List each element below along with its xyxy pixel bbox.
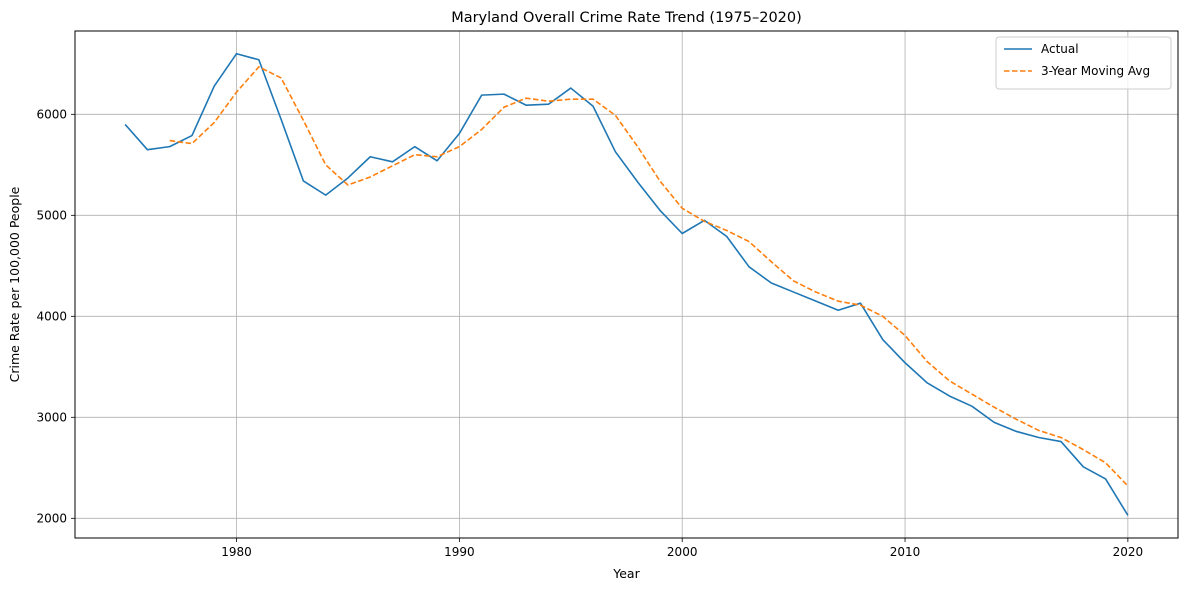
legend: Actual 3-Year Moving Avg	[995, 36, 1172, 90]
x-tick-label: 1980	[221, 545, 252, 559]
x-tick-label: 1990	[444, 545, 475, 559]
x-tick-label: 2020	[1113, 545, 1144, 559]
grid	[75, 31, 1178, 538]
y-axis-label: Crime Rate per 100,000 People	[7, 186, 22, 382]
series-line-moving-avg	[169, 66, 1129, 487]
series-lines	[124, 52, 1129, 516]
series-line-actual	[124, 52, 1129, 516]
x-axis-label: Year	[612, 566, 640, 581]
y-tick-label: 3000	[36, 410, 67, 424]
axis-ticks: 1980 1990 2000 2010 2020 2000 3000 4000 5000 6000	[36, 107, 1143, 559]
plot-frame	[74, 30, 1179, 539]
legend-label-moving-avg: 3-Year Moving Avg	[1041, 64, 1150, 78]
chart-title: Maryland Overall Crime Rate Trend (1975–…	[451, 10, 802, 26]
legend-label-actual: Actual	[1041, 42, 1079, 56]
x-tick-label: 2010	[890, 545, 921, 559]
legend-box	[995, 36, 1172, 90]
y-tick-label: 6000	[36, 107, 67, 121]
x-tick-label: 2000	[667, 545, 698, 559]
y-tick-label: 5000	[36, 208, 67, 222]
y-tick-label: 2000	[36, 511, 67, 525]
y-tick-label: 4000	[36, 309, 67, 323]
